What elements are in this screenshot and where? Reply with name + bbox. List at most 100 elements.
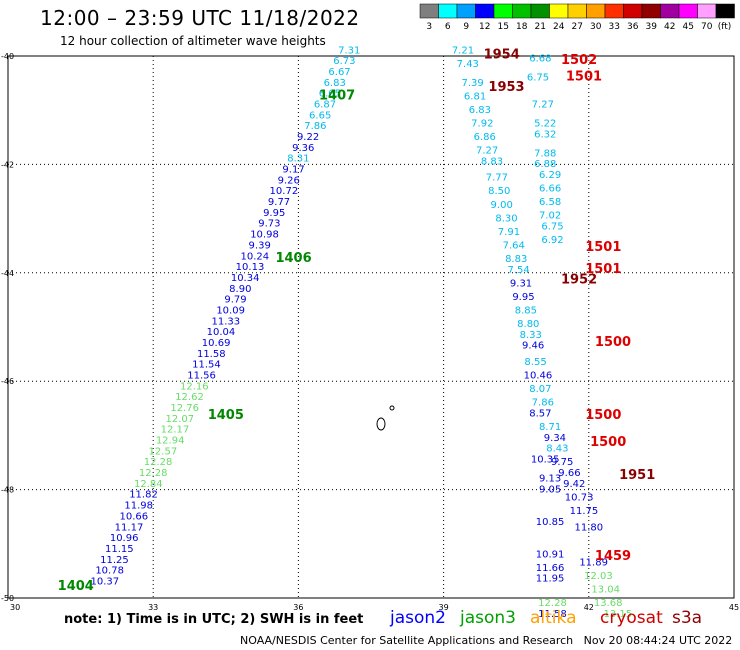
legend-jason2: jason2 bbox=[390, 608, 446, 628]
colorbar-label: 3 bbox=[426, 22, 432, 32]
colorbar-label: 21 bbox=[535, 22, 546, 32]
wave-height-value: 6.65 bbox=[309, 110, 331, 121]
lon-tick-label: 33 bbox=[148, 603, 158, 612]
wave-height-value: 8.83 bbox=[505, 254, 527, 265]
colorbar-label: 33 bbox=[609, 22, 620, 32]
wave-height-value: 12.62 bbox=[175, 392, 204, 403]
wave-height-value: 8.85 bbox=[515, 305, 537, 316]
wave-height-value: 5.22 bbox=[534, 118, 556, 129]
lat-tick-label: -44 bbox=[1, 269, 14, 278]
wave-height-value: 10.04 bbox=[207, 327, 236, 338]
wave-height-value: 9.79 bbox=[224, 295, 246, 306]
wave-height-value: 9.46 bbox=[522, 341, 544, 352]
wave-height-value: 9.05 bbox=[539, 484, 561, 495]
wave-height-value: 6.88 bbox=[534, 159, 556, 170]
wave-height-value: 8.30 bbox=[495, 213, 517, 224]
wave-height-value: 11.25 bbox=[100, 555, 129, 566]
wave-height-value: 10.72 bbox=[270, 186, 299, 197]
pass-time-label: 1459 bbox=[595, 549, 631, 564]
pass-time-label: 1951 bbox=[619, 468, 655, 483]
lat-tick-label: -48 bbox=[1, 486, 14, 495]
pass-time-label: 1954 bbox=[484, 48, 520, 63]
wave-height-value: 9.73 bbox=[258, 219, 280, 230]
wave-height-value: 12.94 bbox=[156, 436, 185, 447]
wave-height-value: 10.24 bbox=[241, 251, 270, 262]
colorbar-label: 70 bbox=[701, 22, 713, 32]
colorbar-label: 30 bbox=[590, 22, 602, 32]
wave-height-value: 8.43 bbox=[546, 444, 568, 455]
island-large bbox=[376, 417, 386, 431]
lat-tick-label: -46 bbox=[1, 377, 14, 386]
wave-height-value: 11.82 bbox=[129, 490, 158, 501]
wave-height-value: 9.42 bbox=[563, 479, 585, 490]
wave-height-value: 10.37 bbox=[90, 576, 119, 587]
lon-tick-label: 42 bbox=[584, 603, 594, 612]
wave-height-value: 11.54 bbox=[192, 360, 221, 371]
legend-cryosat: cryosat bbox=[600, 608, 663, 628]
wave-height-value: 6.86 bbox=[474, 132, 496, 143]
wave-height-value: 6.67 bbox=[328, 67, 350, 78]
colorbar-label: 45 bbox=[683, 22, 694, 32]
lon-tick-label: 39 bbox=[439, 603, 449, 612]
wave-height-value: 7.91 bbox=[498, 227, 520, 238]
wave-height-value: 10.85 bbox=[536, 517, 565, 528]
wave-height-value: 13.15 bbox=[604, 609, 633, 620]
wave-height-value: 9.26 bbox=[278, 175, 300, 186]
wave-height-value: 10.78 bbox=[95, 566, 124, 577]
wave-height-value: 10.35 bbox=[531, 455, 560, 466]
wave-height-value: 10.34 bbox=[231, 273, 260, 284]
wave-height-value: 9.95 bbox=[512, 292, 534, 303]
wave-height-value: 7.31 bbox=[338, 45, 360, 56]
wave-height-value: 6.65 bbox=[319, 89, 341, 100]
legend-jason3: jason3 bbox=[460, 608, 516, 628]
wave-height-value: 12.28 bbox=[139, 468, 168, 479]
wave-height-value: 10.91 bbox=[536, 549, 565, 560]
wave-height-value: 13.04 bbox=[591, 585, 620, 596]
wave-height-value: 9.34 bbox=[544, 433, 566, 444]
wave-height-value: 7.39 bbox=[462, 78, 484, 89]
wave-height-value: 6.92 bbox=[541, 235, 563, 246]
wave-height-value: 12.76 bbox=[170, 403, 199, 414]
wave-height-value: 10.13 bbox=[236, 262, 265, 273]
colorbar-label: 18 bbox=[516, 22, 528, 32]
colorbar-unit: (ft) bbox=[718, 22, 732, 32]
wave-height-value: 7.64 bbox=[503, 240, 525, 251]
wave-height-value: 11.15 bbox=[105, 544, 134, 555]
wave-height-value: 8.57 bbox=[529, 408, 551, 419]
map-title: 12:00 – 23:59 UTC 11/18/2022 bbox=[40, 6, 360, 30]
note-text: note: 1) Time is in UTC; 2) SWH is in fe… bbox=[64, 612, 364, 627]
wave-height-map[interactable]: 30 33 36 39 42 45-40-42-44-46-48-50 7.316.736… bbox=[0, 0, 740, 620]
wave-height-value: 11.58 bbox=[538, 609, 567, 620]
colorbar-label: 39 bbox=[646, 22, 658, 32]
pass-time-label: 1500 bbox=[585, 408, 621, 423]
wave-height-value: 7.86 bbox=[304, 121, 326, 132]
wave-height-value: 6.73 bbox=[333, 56, 355, 67]
wave-height-value: 9.00 bbox=[491, 200, 513, 211]
lon-tick-label: 30 bbox=[10, 603, 20, 612]
wave-height-value: 10.66 bbox=[120, 511, 149, 522]
wave-height-value: 10.96 bbox=[110, 533, 139, 544]
wave-height-value: 6.68 bbox=[529, 53, 551, 64]
wave-height-value: 9.36 bbox=[292, 143, 314, 154]
wave-height-value: 11.95 bbox=[536, 574, 565, 585]
wave-height-value: 8.83 bbox=[481, 156, 503, 167]
wave-height-value: 12.03 bbox=[584, 571, 613, 582]
legend-altika: altika bbox=[530, 608, 577, 628]
wave-height-value: 8.31 bbox=[287, 154, 309, 165]
lat-tick-label: -50 bbox=[1, 594, 14, 603]
wave-height-value: 8.71 bbox=[539, 422, 561, 433]
pass-time-label: 1406 bbox=[275, 251, 311, 266]
wave-height-value: 9.66 bbox=[558, 468, 580, 479]
wave-height-value: 11.80 bbox=[574, 522, 603, 533]
wave-height-value: 7.27 bbox=[532, 99, 554, 110]
wave-height-value: 8.90 bbox=[229, 284, 251, 295]
colorbar-label: 42 bbox=[664, 22, 675, 32]
wave-height-value: 6.83 bbox=[324, 78, 346, 89]
pass-time-label: 1404 bbox=[58, 579, 94, 594]
wave-height-value: 11.17 bbox=[115, 522, 144, 533]
wave-height-value: 7.86 bbox=[532, 398, 554, 409]
wave-height-value: 7.27 bbox=[476, 146, 498, 157]
wave-height-value: 8.50 bbox=[488, 186, 510, 197]
wave-height-value: 12.28 bbox=[144, 457, 173, 468]
wave-height-value: 7.43 bbox=[457, 59, 479, 70]
